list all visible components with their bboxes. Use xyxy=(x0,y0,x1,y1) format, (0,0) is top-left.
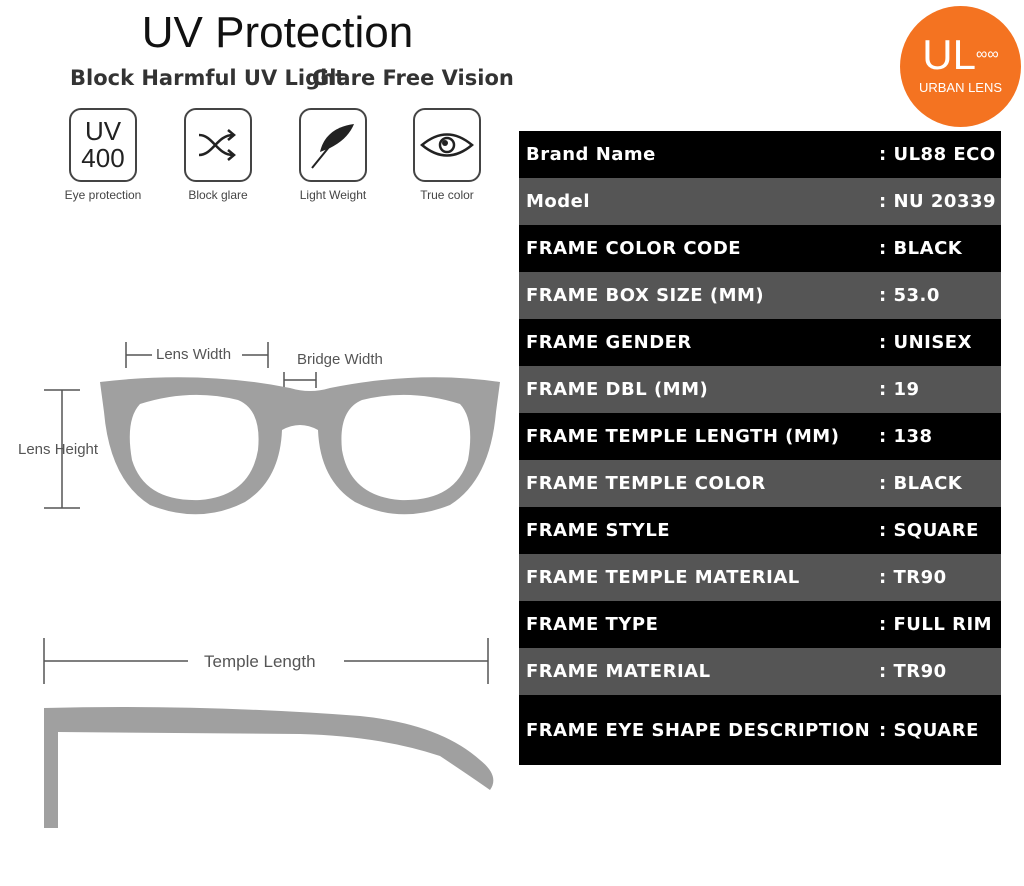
spec-row: FRAME EYE SHAPE DESCRIPTION : SQUARE xyxy=(519,695,1001,765)
subtitle-glare: Glare Free Vision xyxy=(312,66,514,90)
lens-width-label: Lens Width xyxy=(156,346,232,363)
spec-row: FRAME TEMPLE LENGTH (MM) : 138 xyxy=(519,413,1001,460)
logo-name: URBAN LENS xyxy=(918,80,1003,95)
spec-key: FRAME TEMPLE LENGTH (MM) xyxy=(526,426,840,447)
spec-key: Model xyxy=(526,191,591,212)
spec-key: FRAME EYE SHAPE DESCRIPTION xyxy=(526,719,871,741)
spec-value: : TR90 xyxy=(879,567,947,588)
spec-value: : UNISEX xyxy=(879,332,972,353)
spec-key: FRAME COLOR CODE xyxy=(526,238,742,259)
subtitle-uv: Block Harmful UV Light xyxy=(70,66,346,90)
feature-label: Block glare xyxy=(188,188,248,202)
feature-eye-protection: UV 400 Eye protection xyxy=(48,108,158,202)
feather-icon xyxy=(299,108,367,182)
spec-value: : UL88 ECO xyxy=(879,144,996,165)
frame-front-shape xyxy=(100,377,500,515)
spec-key: FRAME TYPE xyxy=(526,614,659,635)
infinity-icon: ∞∞ xyxy=(975,46,999,63)
feature-label: Light Weight xyxy=(299,188,367,202)
spec-key: FRAME BOX SIZE (MM) xyxy=(526,285,765,306)
page-title: UV Protection xyxy=(141,8,414,57)
uv-text: UV xyxy=(84,116,122,146)
frame-dimension-diagram xyxy=(43,342,500,828)
spec-value: : 138 xyxy=(879,426,933,447)
spec-key: Brand Name xyxy=(526,144,656,165)
spec-value: : FULL RIM xyxy=(879,614,993,635)
spec-value: : BLACK xyxy=(879,238,963,259)
spec-key: FRAME DBL (MM) xyxy=(526,379,709,400)
spec-row: FRAME MATERIAL : TR90 xyxy=(519,648,1001,695)
spec-row: FRAME GENDER : UNISEX xyxy=(519,319,1001,366)
spec-key: FRAME MATERIAL xyxy=(526,661,711,682)
spec-row: Brand Name : UL88 ECO xyxy=(519,131,1001,178)
spec-value: : SQUARE xyxy=(879,520,979,541)
spec-key: FRAME TEMPLE COLOR xyxy=(526,473,766,494)
uv400-icon: UV 400 xyxy=(69,108,137,182)
feature-label: True color xyxy=(420,188,474,202)
spec-row: FRAME STYLE : SQUARE xyxy=(519,507,1001,554)
eye-icon xyxy=(413,108,481,182)
shuffle-arrows-icon xyxy=(184,108,252,182)
logo-mark: UL xyxy=(922,31,976,78)
spec-key: FRAME TEMPLE MATERIAL xyxy=(526,567,800,588)
feature-label: Eye protection xyxy=(64,188,142,202)
bridge-width-label: Bridge Width xyxy=(297,351,383,368)
400-text: 400 xyxy=(81,143,125,173)
spec-value: : 19 xyxy=(879,379,920,400)
spec-row: FRAME TYPE : FULL RIM xyxy=(519,601,1001,648)
spec-row: FRAME TEMPLE COLOR : BLACK xyxy=(519,460,1001,507)
spec-value: : SQUARE xyxy=(879,719,979,741)
spec-value: : BLACK xyxy=(879,473,963,494)
spec-value: : TR90 xyxy=(879,661,947,682)
feature-light-weight: Light Weight xyxy=(278,108,388,202)
spec-row: Model : NU 20339 xyxy=(519,178,1001,225)
feature-true-color: True color xyxy=(392,108,502,202)
spec-value: : 53.0 xyxy=(879,285,940,306)
temple-arm-shape xyxy=(44,707,494,828)
spec-row: FRAME COLOR CODE : BLACK xyxy=(519,225,1001,272)
spec-row: FRAME BOX SIZE (MM) : 53.0 xyxy=(519,272,1001,319)
feature-block-glare: Block glare xyxy=(163,108,273,202)
spec-key: FRAME STYLE xyxy=(526,520,671,541)
lens-height-label: Lens Height xyxy=(18,441,99,458)
temple-length-label: Temple Length xyxy=(204,652,316,671)
spec-row: FRAME DBL (MM) : 19 xyxy=(519,366,1001,413)
urban-lens-logo: UL∞∞ URBAN LENS xyxy=(900,6,1021,127)
spec-table: Brand Name : UL88 ECO Model : NU 20339 FRAME… xyxy=(519,131,1001,765)
spec-value: : NU 20339 xyxy=(879,191,997,212)
spec-row: FRAME TEMPLE MATERIAL : TR90 xyxy=(519,554,1001,601)
spec-key: FRAME GENDER xyxy=(526,332,692,353)
